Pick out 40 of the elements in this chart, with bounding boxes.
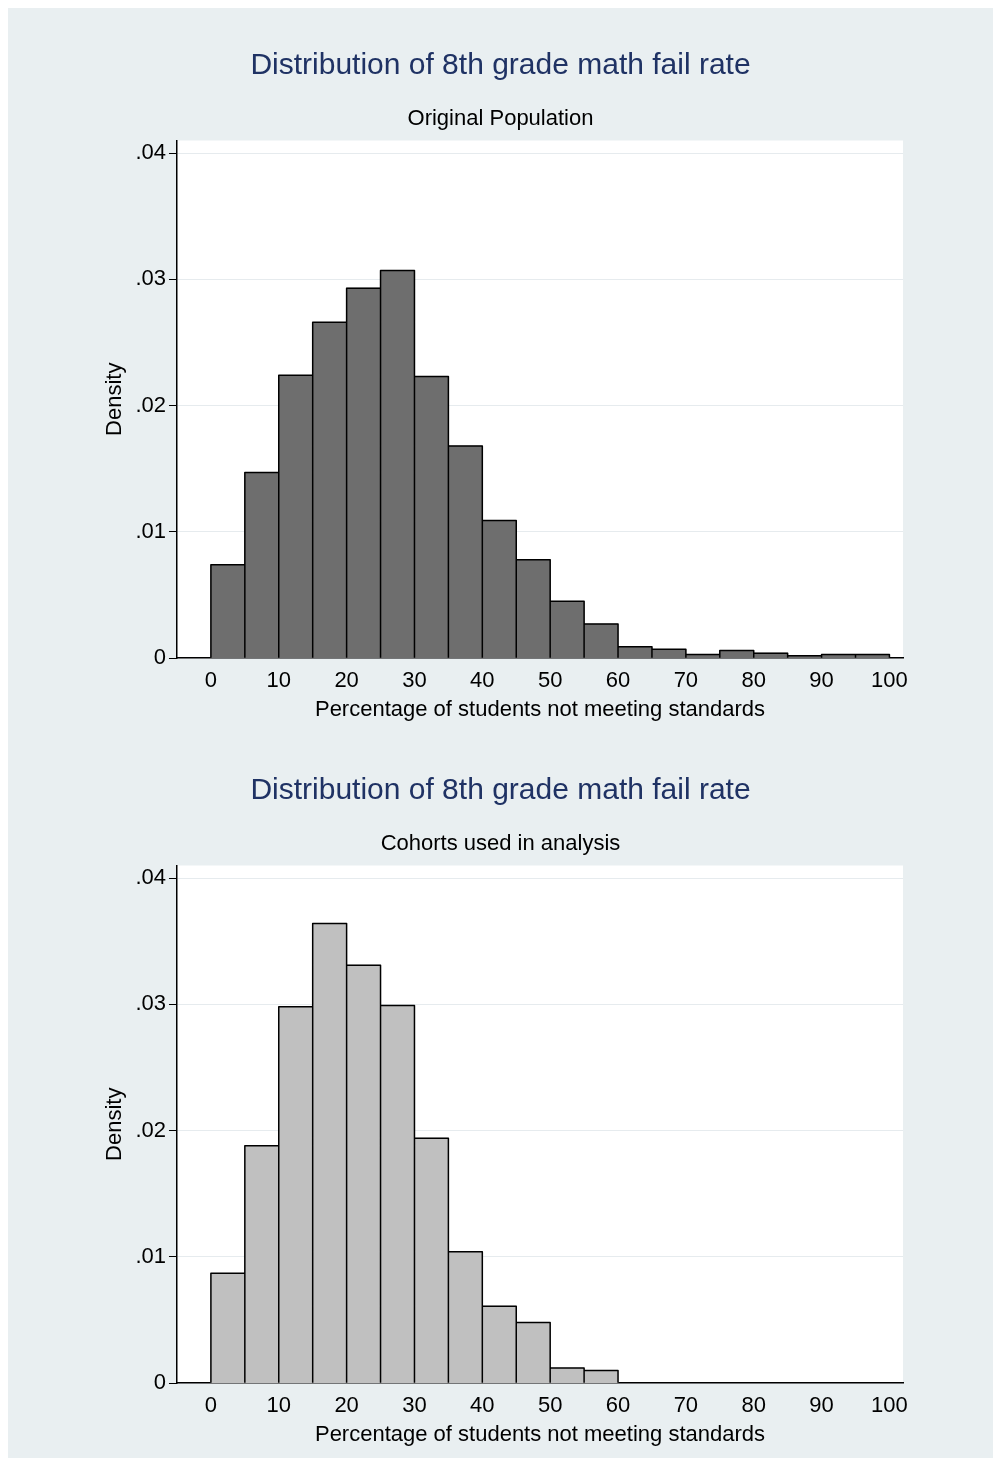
x-tick-label: 100 (871, 1392, 908, 1418)
x-tick-label: 50 (537, 667, 563, 693)
y-tick-label: .04 (135, 864, 166, 890)
y-axis-title: Density (101, 362, 127, 436)
x-tick-label: 80 (741, 667, 766, 693)
x-axis-title: Percentage of students not meeting standards (314, 1420, 766, 1446)
x-tick-label: 90 (809, 1392, 834, 1418)
y-tick-label: .02 (135, 391, 166, 417)
x-tick-label: 90 (809, 667, 834, 693)
chart-title: Distribution of 8th grade math fail rate (250, 772, 751, 806)
x-tick-label: 40 (470, 1392, 495, 1418)
x-tick-label: 0 (204, 1392, 218, 1418)
chart-title: Distribution of 8th grade math fail rate (250, 47, 751, 81)
x-tick-label: 100 (871, 667, 908, 693)
x-tick-label: 60 (605, 667, 631, 693)
x-tick-label: 0 (204, 667, 218, 693)
x-tick-label: 40 (470, 667, 495, 693)
x-tick-label: 50 (537, 1392, 563, 1418)
x-tick-label: 30 (402, 667, 427, 693)
x-axis-title: Percentage of students not meeting standards (314, 695, 766, 721)
y-tick-label: .02 (135, 1116, 166, 1142)
x-tick-label: 10 (266, 1392, 291, 1418)
y-tick-label: .03 (135, 265, 166, 291)
y-tick-label: .03 (135, 990, 166, 1016)
x-tick-label: 70 (673, 1392, 699, 1418)
x-tick-label: 20 (334, 1392, 359, 1418)
chart-subtitle: Cohorts used in analysis (380, 830, 621, 856)
y-tick-label: 0 (153, 644, 166, 670)
x-tick-label: 10 (266, 667, 291, 693)
y-tick-label: 0 (153, 1369, 166, 1395)
x-tick-label: 60 (605, 1392, 631, 1418)
chart-subtitle: Original Population (407, 105, 594, 131)
x-tick-label: 20 (334, 667, 359, 693)
x-tick-label: 30 (402, 1392, 427, 1418)
y-tick-label: .04 (135, 139, 166, 165)
x-tick-label: 70 (673, 667, 699, 693)
x-tick-label: 80 (741, 1392, 766, 1418)
y-axis-title: Density (101, 1087, 127, 1161)
y-tick-label: .01 (135, 1242, 166, 1268)
y-tick-label: .01 (135, 517, 166, 543)
